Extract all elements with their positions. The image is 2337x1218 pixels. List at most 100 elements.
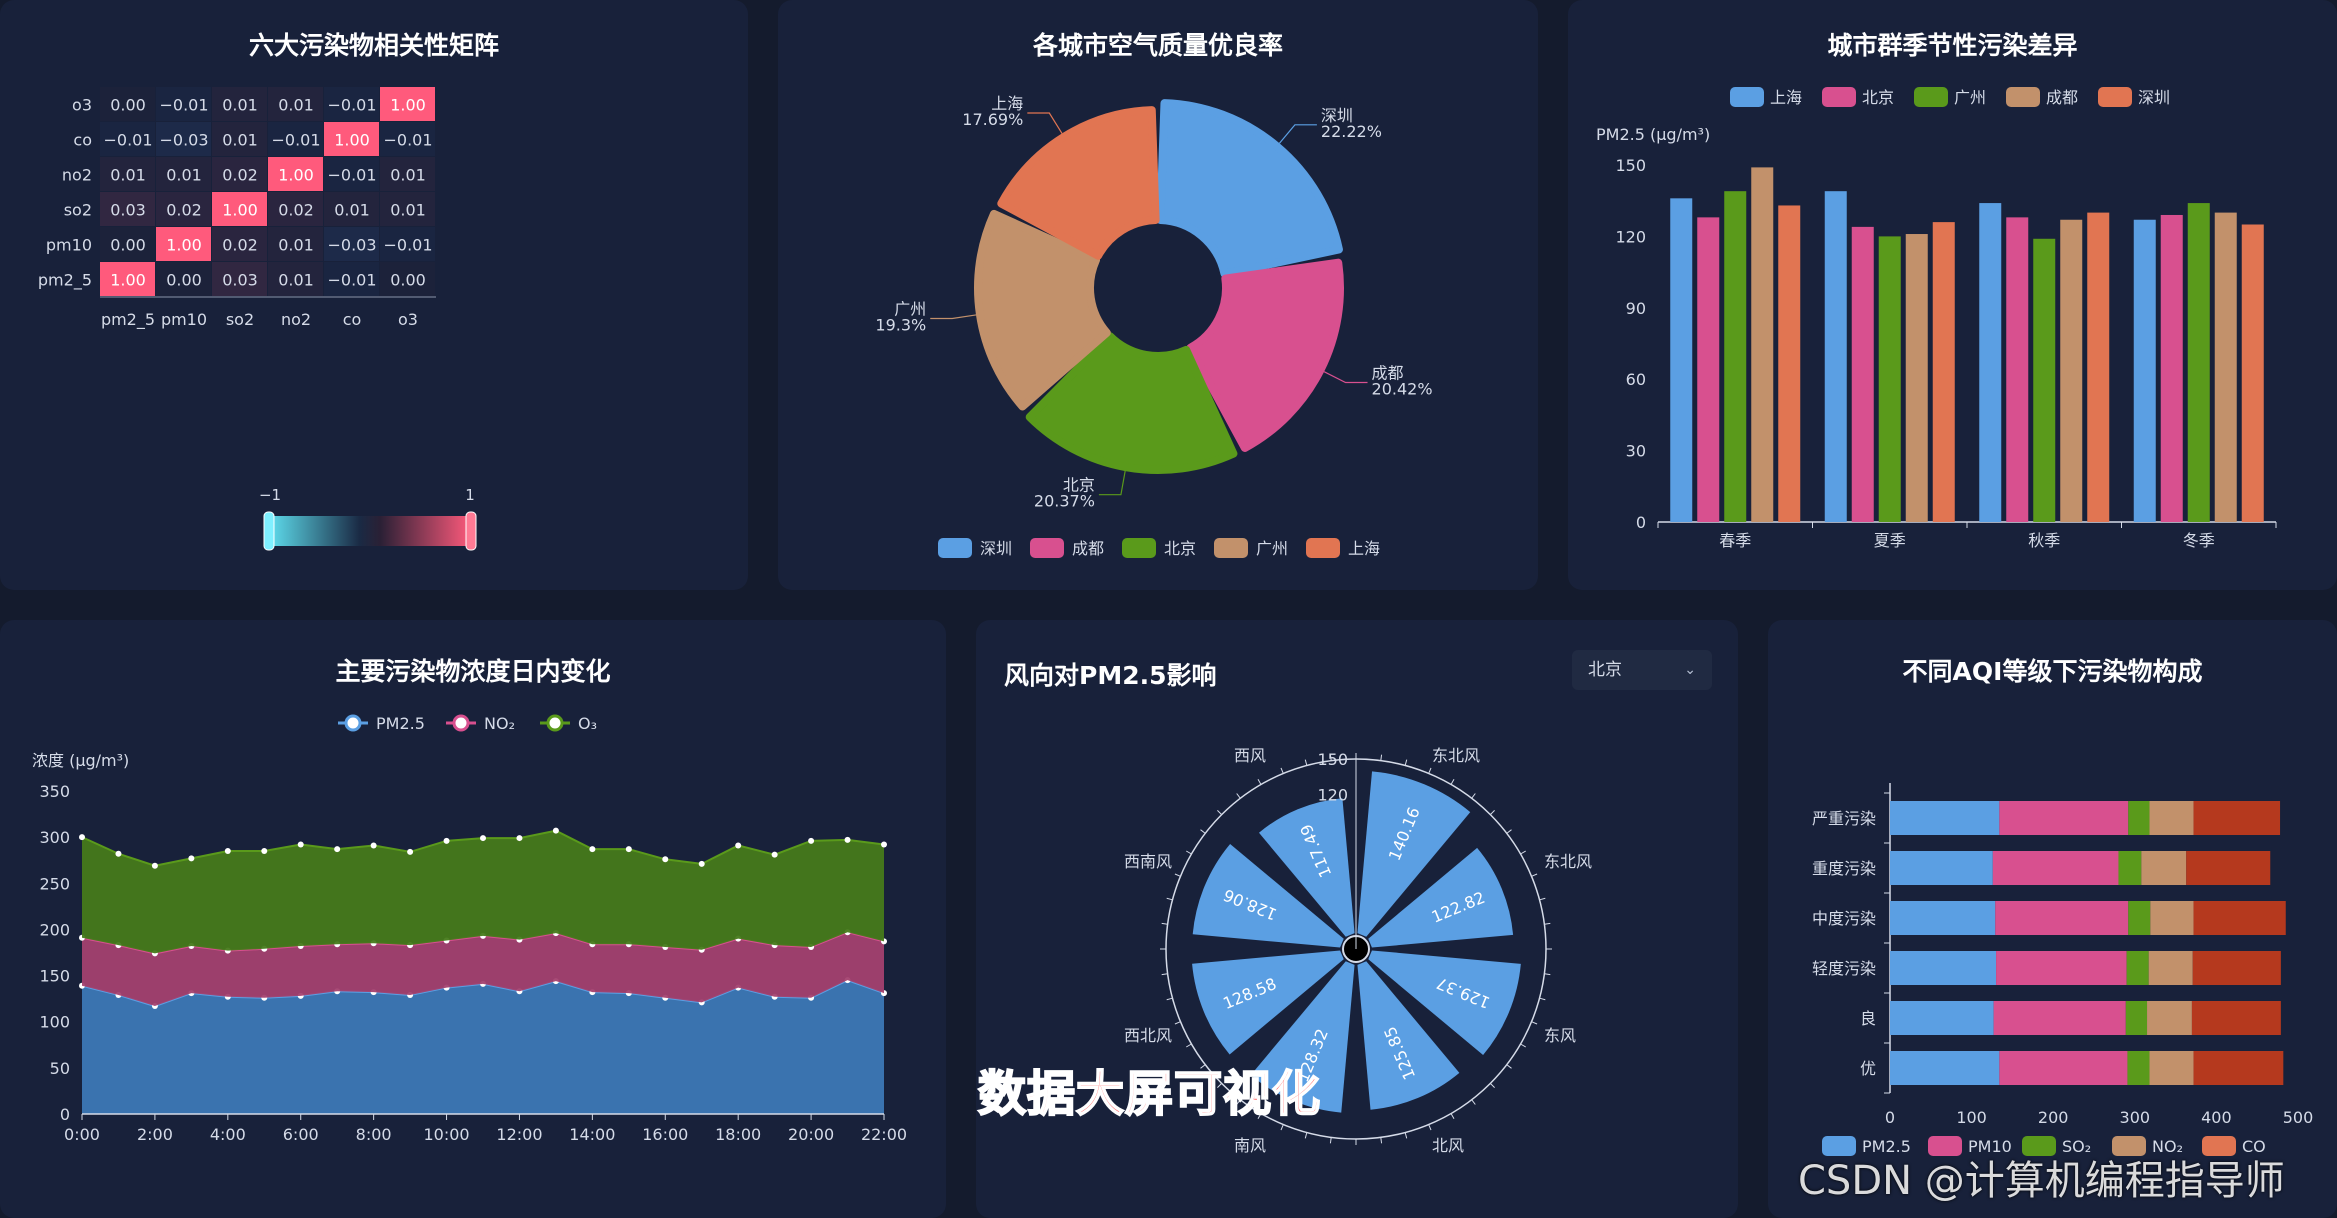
polar-bar [1250, 961, 1355, 1113]
pie-label-percent: 20.42% [1372, 380, 1433, 399]
polar-tick [1450, 779, 1455, 785]
data-point [370, 842, 377, 849]
heatmap-cell-value: 0.01 [390, 201, 426, 220]
polar-tick [1471, 1099, 1476, 1105]
pie-label-line [930, 314, 977, 320]
heatmap-cell-value: 0.01 [278, 96, 314, 115]
heatmap-cell-value: −0.01 [383, 131, 432, 150]
data-point [297, 841, 304, 848]
pie-label-percent: 17.69% [962, 110, 1023, 129]
wind-polar-chart[interactable]: 140.16122.82129.37125.85128.32128.58128.… [976, 620, 1738, 1218]
heatmap-cell [212, 157, 267, 191]
bar [2241, 224, 2264, 522]
pie-label-line [1098, 470, 1126, 496]
y-tick-label: 200 [39, 920, 70, 939]
heatmap-cell-value: 1.00 [278, 166, 314, 185]
heatmap-cell [268, 157, 323, 191]
polar-tick [1236, 1099, 1241, 1105]
wind-direction-panel: 风向对PM2.5影响 北京 ⌄ 140.16 122.82 129.37 125.85… [976, 620, 1738, 1218]
bar [1751, 167, 1774, 522]
bar [1824, 191, 1847, 522]
x-tick-label: 200 [2038, 1108, 2069, 1127]
heatmap-cell [212, 87, 267, 121]
heatmap-cell-value: 0.03 [222, 271, 258, 290]
x-tick-label: 400 [2201, 1108, 2232, 1127]
heatmap-cell [380, 157, 435, 191]
legend-swatch [2202, 1136, 2236, 1156]
heatmap-cell [324, 192, 379, 226]
y-tick-label: 0 [1636, 513, 1646, 532]
data-point [224, 847, 231, 854]
area-fill [82, 980, 884, 1114]
data-point [115, 850, 122, 857]
y-tick-label: 150 [1615, 156, 1646, 175]
data-point [662, 856, 669, 863]
x-tick-label: 10:00 [423, 1125, 469, 1144]
polar-tick [1450, 1113, 1455, 1119]
y-tick-label: 100 [39, 1013, 70, 1032]
city-select[interactable]: 北京 ⌄ [1572, 650, 1712, 690]
stacked-bar-segment [2128, 901, 2151, 935]
x-tick-label: 500 [2283, 1108, 2314, 1127]
polar-bar [1258, 798, 1355, 937]
heatmap-cell [380, 192, 435, 226]
x-tick-label: 2:00 [137, 1125, 173, 1144]
polar-tick [1280, 1124, 1284, 1131]
polar-tick [1404, 1132, 1408, 1139]
bar [2033, 238, 2056, 522]
city-quality-pie[interactable]: 深圳22.22%成都20.42%北京20.37%广州19.3%上海17.69%深… [778, 0, 1538, 590]
data-point [407, 848, 414, 855]
stacked-bar-segment [2193, 801, 2281, 835]
polar-tick [1174, 1021, 1181, 1025]
bar [2006, 217, 2029, 523]
legend-swatch [2098, 87, 2132, 107]
polar-tick [1404, 759, 1408, 766]
heatmap-cell-value: 0.02 [166, 201, 202, 220]
stacked-bar-segment [1995, 901, 2129, 935]
bar [1724, 191, 1747, 522]
data-point [334, 846, 341, 853]
stacked-bar-segment [1890, 951, 1997, 985]
polar-tick [1304, 1132, 1308, 1139]
pie-label-line [1027, 112, 1063, 134]
legend-label: 成都 [2046, 88, 2078, 107]
y-tick-label: 250 [39, 874, 70, 893]
x-tick-label: so2 [226, 310, 254, 329]
data-point [261, 847, 268, 854]
stacked-bar-segment [2127, 1051, 2150, 1085]
y-tick-label: 重度污染 [1812, 859, 1876, 878]
polar-tick [1329, 754, 1332, 761]
legend-marker [452, 714, 470, 732]
heatmap-cell-value: 0.01 [278, 236, 314, 255]
y-tick-label: pm10 [46, 236, 92, 255]
polar-tick [1217, 810, 1223, 816]
seasonal-difference-panel: 城市群季节性污染差异 上海 北京 广州 成都 深圳 PM2.5 (μg/m³) 0 30 60 9… [1568, 0, 2337, 590]
panel-title: 六大污染物相关性矩阵 [248, 31, 499, 60]
correlation-heatmap[interactable]: o3 0.00 −0.01 0.01 0.01 −0.01 1.00 co −0.01 −0.03… [0, 0, 748, 590]
legend-label: NO₂ [2152, 1137, 2183, 1156]
stacked-bar-segment [2191, 1001, 2281, 1035]
heatmap-cell-value: −0.01 [327, 166, 376, 185]
visual-map-bar [268, 516, 472, 546]
heatmap-cell [268, 87, 323, 121]
polar-tick [1257, 779, 1262, 785]
legend-label: 上海 [1348, 539, 1380, 558]
heatmap-cell-value: 1.00 [222, 201, 258, 220]
polar-tick [1489, 810, 1495, 816]
direction-label: 东北风 [1544, 852, 1592, 871]
daily-area-chart[interactable]: PM2.5 NO₂ O₃ 浓度 (μg/m³) 0 50 100 150 200 250 300 35… [0, 620, 946, 1218]
x-tick-label: 春季 [1719, 531, 1751, 550]
legend-label: 成都 [1072, 539, 1104, 558]
radius-tick-label: 120 [1317, 786, 1348, 805]
polar-tick [1217, 1082, 1223, 1088]
heatmap-cell-value: 1.00 [110, 271, 146, 290]
heatmap-cell [100, 157, 155, 191]
bar [1878, 236, 1901, 522]
seasonal-bar-chart[interactable]: 上海 北京 广州 成都 深圳 PM2.5 (μg/m³) 0 30 60 90 120 150 春季 夏季… [1568, 0, 2337, 590]
stacked-bar-segment [2192, 951, 2281, 985]
heatmap-cell-value: −0.03 [327, 236, 376, 255]
direction-label: 北风 [1432, 1136, 1464, 1155]
legend-swatch [1214, 538, 1248, 558]
heatmap-cell [268, 192, 323, 226]
